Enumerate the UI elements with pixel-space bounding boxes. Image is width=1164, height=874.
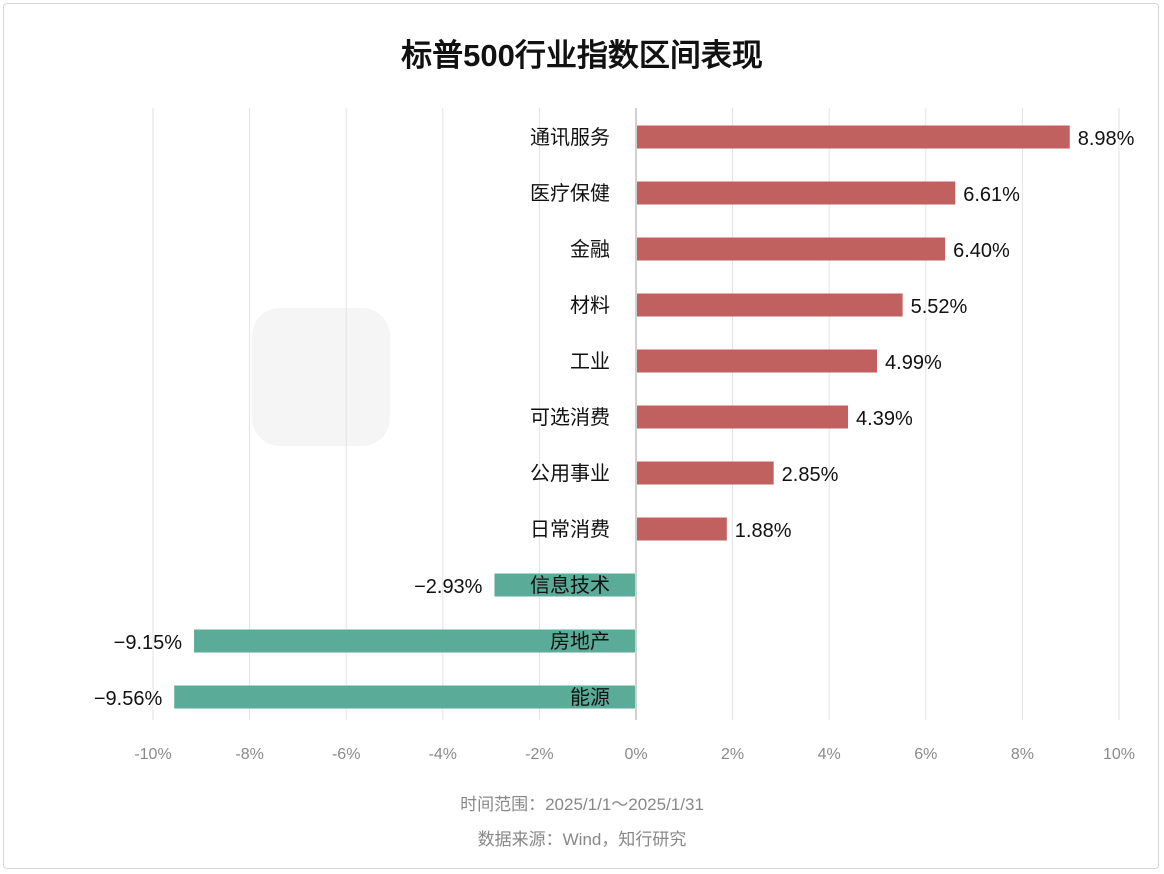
value-label: 6.40% xyxy=(953,240,1010,262)
bar xyxy=(636,293,903,317)
x-tick-label: -6% xyxy=(332,746,360,763)
category-label: 医疗保健 xyxy=(530,181,610,205)
category-label: 金融 xyxy=(570,237,610,261)
bar xyxy=(174,685,636,709)
x-tick-label: -2% xyxy=(525,746,553,763)
x-tick-label: 2% xyxy=(721,746,744,763)
bar xyxy=(636,461,774,485)
x-tick-label: -10% xyxy=(134,746,171,763)
value-label: −9.56% xyxy=(94,688,163,710)
category-label: 信息技术 xyxy=(530,573,610,597)
value-label: −9.15% xyxy=(114,632,183,654)
x-tick-label: -8% xyxy=(235,746,263,763)
value-label: 4.39% xyxy=(856,408,913,430)
category-label: 房地产 xyxy=(550,629,610,653)
category-label: 公用事业 xyxy=(530,461,610,485)
value-label: 8.98% xyxy=(1078,128,1135,150)
x-tick-label: 8% xyxy=(1011,746,1034,763)
value-label: 1.88% xyxy=(735,520,792,542)
value-label: 6.61% xyxy=(963,184,1020,206)
x-tick-label: 4% xyxy=(818,746,841,763)
bar xyxy=(194,629,636,653)
bar xyxy=(636,237,946,261)
category-label: 可选消费 xyxy=(530,405,610,429)
watermark-logo xyxy=(252,308,390,446)
category-label: 通讯服务 xyxy=(530,125,610,149)
category-label: 能源 xyxy=(570,685,610,709)
category-label: 日常消费 xyxy=(530,517,610,541)
footer-source: 数据来源：Wind，知行研究 xyxy=(477,830,687,849)
value-label: 4.99% xyxy=(885,352,942,374)
footer-range: 时间范围：2025/1/1～2025/1/31 xyxy=(460,795,704,814)
bar xyxy=(636,517,727,541)
bar xyxy=(636,125,1070,149)
chart-frame xyxy=(3,3,1159,869)
x-tick-label: 10% xyxy=(1103,746,1135,763)
value-label: 5.52% xyxy=(911,296,968,318)
value-label: 2.85% xyxy=(782,464,839,486)
chart-title: 标普500行业指数区间表现 xyxy=(401,38,763,73)
bar xyxy=(636,349,878,373)
category-label: 工业 xyxy=(570,349,610,373)
x-tick-label: 6% xyxy=(914,746,937,763)
value-label: −2.93% xyxy=(414,576,483,598)
x-tick-label: -4% xyxy=(429,746,457,763)
bar xyxy=(494,573,636,597)
bar xyxy=(636,405,849,429)
category-label: 材料 xyxy=(570,293,610,317)
bar xyxy=(636,181,956,205)
x-tick-label: 0% xyxy=(624,746,647,763)
